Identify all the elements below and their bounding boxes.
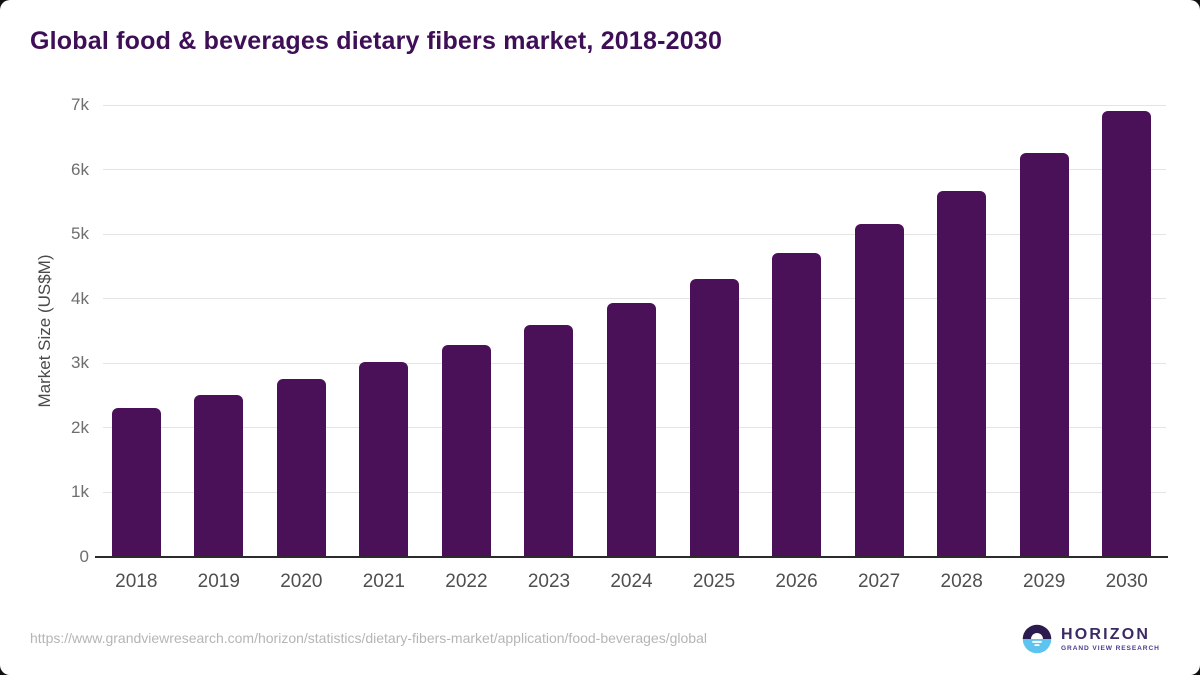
bar <box>1019 153 1069 557</box>
x-tick-label: 2018 <box>115 571 158 592</box>
gridline <box>103 233 1166 235</box>
y-tick-label: 5k <box>71 224 89 244</box>
y-tick-label: 0 <box>79 547 89 566</box>
x-tick-label: 2028 <box>940 571 983 592</box>
y-tick-label: 7k <box>71 95 89 114</box>
x-tick-label: 2019 <box>197 571 240 592</box>
horizon-logo-icon <box>1022 624 1052 654</box>
x-tick-label: 2021 <box>362 571 406 592</box>
x-tick-label: 2025 <box>692 571 736 592</box>
source-url: https://www.grandviewresearch.com/horizo… <box>30 630 707 646</box>
x-tick-label: 2030 <box>1105 571 1148 592</box>
gridline <box>103 104 1166 106</box>
bar <box>524 325 574 557</box>
bar <box>772 252 822 557</box>
bar <box>1102 110 1152 557</box>
y-tick-label: 4k <box>71 288 89 308</box>
bar <box>607 303 656 557</box>
x-tick-label: 2022 <box>445 571 488 592</box>
y-tick-label: 1k <box>71 482 89 502</box>
bar <box>111 407 161 557</box>
bar <box>854 224 904 557</box>
bar <box>194 394 244 557</box>
horizon-logo-subtitle: GRAND VIEW RESEARCH <box>1061 644 1160 652</box>
x-tick-label: 2029 <box>1023 571 1066 592</box>
bar <box>441 345 491 557</box>
x-tick-label: 2020 <box>280 571 323 592</box>
x-tick-label: 2027 <box>857 571 901 592</box>
horizon-logo: HORIZON GRAND VIEW RESEARCH <box>1022 624 1160 654</box>
x-tick-label: 2023 <box>527 571 571 592</box>
page-title: Global food & beverages dietary fibers m… <box>30 27 723 55</box>
x-tick-label: 2026 <box>775 571 818 592</box>
bar <box>689 279 739 557</box>
gridline <box>103 298 1166 300</box>
y-tick-label: 2k <box>71 417 89 437</box>
gridline <box>103 169 1166 171</box>
y-tick-label: 3k <box>71 353 89 373</box>
y-tick-label: 6k <box>71 159 89 179</box>
horizon-logo-name: HORIZON <box>1061 625 1151 643</box>
bar <box>276 378 326 557</box>
bar <box>937 190 987 557</box>
horizon-logo-text: HORIZON GRAND VIEW RESEARCH <box>1061 625 1160 652</box>
bar <box>359 361 409 557</box>
x-axis-line <box>95 556 1168 558</box>
y-axis-title: Market Size (US$M) <box>35 254 54 408</box>
x-tick-label: 2024 <box>610 571 653 592</box>
